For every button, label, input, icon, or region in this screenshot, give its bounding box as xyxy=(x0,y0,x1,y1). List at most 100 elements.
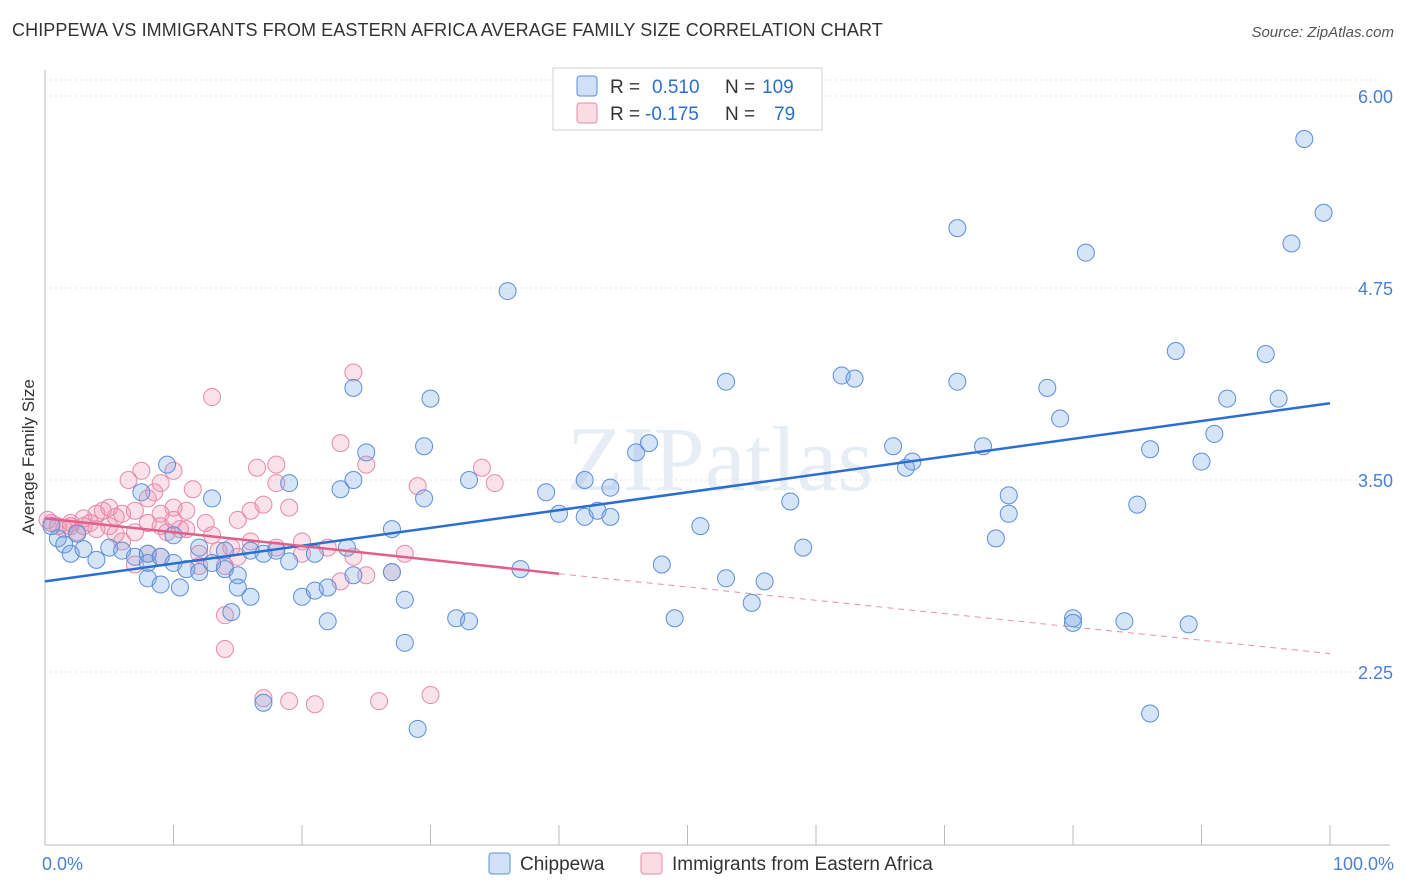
chippewa-point-102 xyxy=(1205,424,1224,443)
series-immigrants-points xyxy=(38,363,504,714)
immigrants-point-74 xyxy=(395,544,414,563)
immigrants-point-20 xyxy=(125,501,144,520)
immigrants-point-78 xyxy=(485,474,504,493)
legend-r-label-2: R = xyxy=(610,104,640,125)
chippewa-point-96 xyxy=(1128,495,1147,514)
x-tick-label-min: 0.0% xyxy=(42,854,83,874)
immigrants-point-71 xyxy=(357,566,376,585)
chippewa-point-27 xyxy=(222,603,241,622)
chippewa-point-55 xyxy=(421,389,440,408)
immigrants-point-60 xyxy=(280,498,299,517)
immigrants-point-76 xyxy=(421,686,440,705)
chippewa-point-104 xyxy=(1256,345,1275,364)
chippewa-point-29 xyxy=(228,578,247,597)
bottom-legend-label-immigrants: Immigrants from Eastern Africa xyxy=(672,854,933,875)
chippewa-point-87 xyxy=(986,529,1005,548)
chippewa-point-36 xyxy=(280,552,299,571)
chippewa-point-10 xyxy=(132,483,151,502)
chippewa-point-70 xyxy=(652,555,671,574)
chippewa-point-6 xyxy=(87,550,106,569)
chippewa-point-93 xyxy=(1064,613,1082,632)
chippewa-point-4 xyxy=(68,524,87,543)
immigrants-point-41 xyxy=(190,544,209,563)
chippewa-point-39 xyxy=(305,544,324,563)
chippewa-point-84 xyxy=(948,219,967,238)
axes xyxy=(44,70,1390,846)
immigrants-trendline-extension xyxy=(558,573,1331,655)
y-tick-label-2: 4.75 xyxy=(1358,279,1393,299)
chippewa-point-30 xyxy=(241,587,260,606)
immigrants-point-64 xyxy=(305,695,324,714)
chippewa-point-16 xyxy=(158,455,177,474)
chippewa-point-43 xyxy=(337,538,356,557)
chippewa-point-21 xyxy=(190,563,209,582)
chippewa-point-80 xyxy=(845,369,864,388)
chippewa-point-68 xyxy=(627,443,646,462)
chippewa-point-81 xyxy=(884,437,903,456)
legend-swatch-immigrants xyxy=(576,102,598,124)
chippewa-point-41 xyxy=(318,612,337,631)
chippewa-point-92 xyxy=(1064,609,1082,628)
chippewa-point-90 xyxy=(1038,378,1057,397)
chippewa-point-89 xyxy=(999,504,1018,523)
chart-title: CHIPPEWA VS IMMIGRANTS FROM EASTERN AFRI… xyxy=(12,20,883,40)
chippewa-point-40 xyxy=(318,578,337,597)
chippewa-point-44 xyxy=(344,378,363,397)
immigrants-point-33 xyxy=(164,510,183,529)
immigrants-point-55 xyxy=(254,495,273,514)
immigrants-point-37 xyxy=(177,501,196,520)
chippewa-point-58 xyxy=(460,471,479,489)
chippewa-point-57 xyxy=(460,612,479,631)
chippewa-point-51 xyxy=(395,633,414,652)
legend-r-value-1: 0.510 xyxy=(652,77,700,98)
legend-frame xyxy=(552,67,823,131)
immigrants-point-43 xyxy=(203,388,222,407)
chippewa-point-45 xyxy=(344,471,363,489)
immigrants-point-77 xyxy=(472,458,491,477)
chippewa-point-108 xyxy=(1314,203,1333,222)
immigrants-point-72 xyxy=(370,692,389,711)
bottom-legend-swatch-immigrants xyxy=(640,852,663,875)
immigrants-point-68 xyxy=(344,363,363,382)
immigrants-point-39 xyxy=(183,480,202,499)
chippewa-point-17 xyxy=(164,526,183,545)
bottom-legend: Chippewa Immigrants from Eastern Africa xyxy=(488,852,933,875)
chippewa-point-64 xyxy=(575,471,594,489)
chippewa-point-73 xyxy=(717,569,736,588)
legend-n-label-2: N = xyxy=(725,104,755,125)
chippewa-point-107 xyxy=(1295,130,1314,149)
source-label: Source: ZipAtlas.com xyxy=(1251,24,1394,41)
immigrants-point-23 xyxy=(132,461,151,480)
chippewa-point-99 xyxy=(1166,341,1185,360)
chippewa-point-106 xyxy=(1282,234,1301,253)
chippewa-point-15 xyxy=(151,575,170,594)
legend-r-label-1: R = xyxy=(610,77,640,98)
chippewa-point-75 xyxy=(742,593,761,612)
bottom-legend-label-chippewa: Chippewa xyxy=(520,854,605,875)
watermark: ZIPatlas xyxy=(567,408,874,510)
chippewa-point-59 xyxy=(498,282,517,301)
y-tick-label-1: 3.50 xyxy=(1358,471,1393,491)
y-tick-label-0: 2.25 xyxy=(1358,663,1393,683)
chippewa-point-66 xyxy=(601,507,620,526)
chippewa-point-19 xyxy=(170,578,189,597)
chippewa-point-54 xyxy=(415,437,434,456)
chippewa-point-101 xyxy=(1192,452,1211,471)
chippewa-point-98 xyxy=(1141,704,1160,723)
immigrants-point-19 xyxy=(119,471,138,489)
chippewa-point-62 xyxy=(550,504,568,523)
chippewa-point-42 xyxy=(331,480,350,499)
legend: R = 0.510 N = 109 R = -0.175 N = 79 xyxy=(552,67,823,131)
legend-n-value-2: 79 xyxy=(774,104,795,125)
chippewa-point-88 xyxy=(999,486,1018,505)
chippewa-point-105 xyxy=(1269,389,1288,408)
chippewa-point-91 xyxy=(1051,409,1070,428)
x-tick-labels: 0.0% 100.0% xyxy=(42,854,1394,874)
chippewa-point-100 xyxy=(1179,615,1198,634)
chippewa-point-71 xyxy=(665,609,684,628)
y-axis-label: Average Family Size xyxy=(19,379,38,535)
chippewa-point-22 xyxy=(190,538,209,557)
y-tick-labels: 2.25 3.50 4.75 6.00 xyxy=(1358,87,1393,683)
chippewa-point-5 xyxy=(74,540,93,559)
